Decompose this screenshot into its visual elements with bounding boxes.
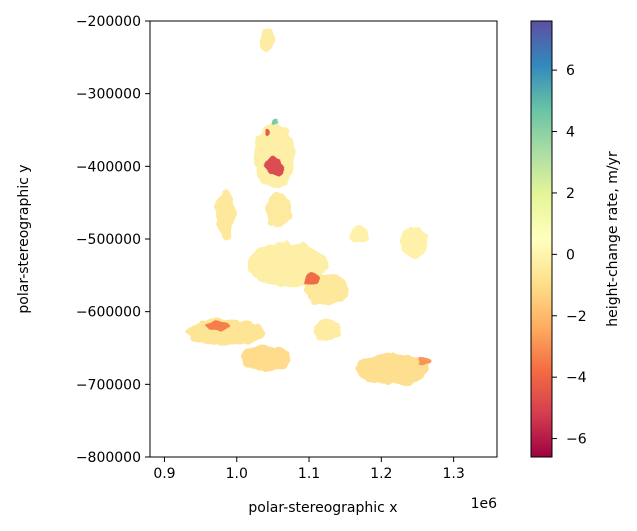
region-hotspot-main — [264, 156, 285, 177]
region-main-ice-cap — [254, 122, 295, 189]
y-tick-label: −500000 — [76, 232, 141, 248]
colorbar-tick-label: −2 — [566, 309, 587, 325]
colorbar-tick-label: 2 — [566, 186, 575, 202]
colorbar-label: height-change rate, m/yr — [605, 151, 621, 327]
x-tick-label: 1.3 — [442, 466, 464, 482]
x-tick-label: 1.2 — [370, 466, 392, 482]
region-hotspot-central — [306, 273, 319, 285]
y-tick-label: −300000 — [76, 87, 141, 103]
region-hotspot-north — [264, 129, 271, 138]
data-layer — [186, 28, 431, 386]
colorbar-tick-label: −4 — [566, 370, 587, 386]
y-tick-label: −200000 — [76, 14, 141, 30]
colorbar-axis: −6 −4 −2 0 2 4 6 — [552, 63, 587, 448]
y-tick-label: −700000 — [76, 377, 141, 393]
x-offset-label: 1e6 — [471, 496, 498, 512]
x-axis: 0.9 1.0 1.1 1.2 1.3 — [153, 457, 465, 482]
region-south-patch — [312, 318, 342, 341]
colorbar-tick-label: 6 — [566, 63, 575, 79]
y-tick-label: −400000 — [76, 159, 141, 175]
y-tick-label: −800000 — [76, 450, 141, 466]
y-tick-label: −600000 — [76, 305, 141, 321]
y-axis-label: polar-stereographic y — [16, 164, 32, 313]
colorbar-tick-label: −6 — [566, 432, 587, 448]
x-axis-label: polar-stereographic x — [248, 500, 397, 516]
y-axis: −200000 −300000 −400000 −500000 −600000 −7000… — [76, 14, 150, 466]
region-east-blob — [350, 226, 369, 245]
region-group — [186, 28, 431, 386]
region-west-lobe — [217, 188, 235, 239]
x-tick-label: 0.9 — [153, 466, 175, 482]
x-tick-label: 1.1 — [298, 466, 320, 482]
region-main-cap-stem — [265, 193, 292, 226]
region-southeast-range — [356, 353, 429, 386]
region-east-arm — [400, 226, 427, 259]
colorbar-tick-label: 0 — [566, 247, 575, 263]
region-southwest-tail — [240, 345, 291, 372]
region-hotspot-southeast — [418, 356, 431, 366]
x-tick-label: 1.0 — [226, 466, 248, 482]
colorbar — [530, 20, 553, 458]
region-thickening-north — [272, 120, 278, 125]
region-hotspot-southwest — [205, 321, 232, 331]
colorbar-tick-label: 4 — [566, 125, 575, 141]
region-central-mass — [247, 242, 328, 287]
plot-frame — [149, 20, 498, 458]
region-north-island — [261, 28, 273, 52]
